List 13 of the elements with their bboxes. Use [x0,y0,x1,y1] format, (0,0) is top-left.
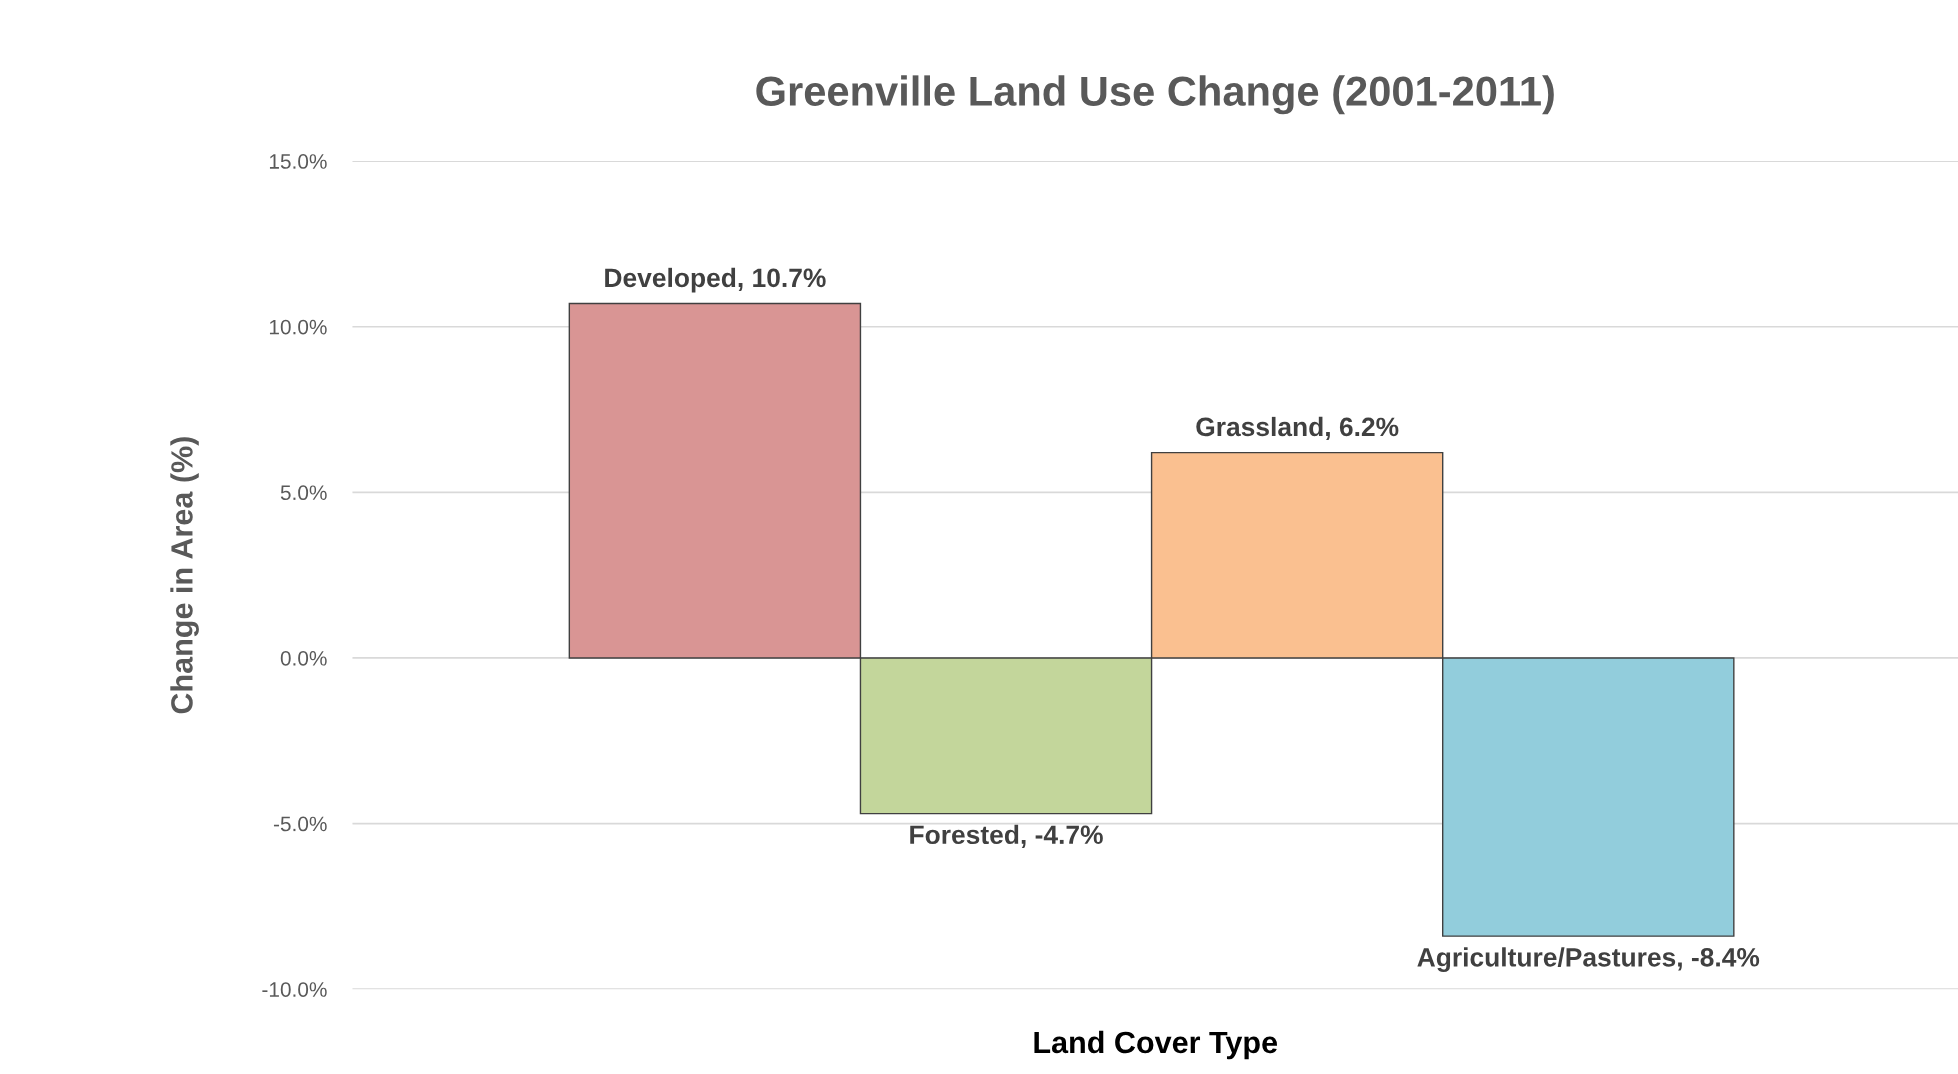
y-tick-label: 0.0% [280,650,327,666]
y-tick-label: -10.0% [262,982,327,997]
data-label: Forested, -4.7% [910,824,1103,848]
y-tick-label: 15.0% [269,154,327,169]
y-tick-label: -5.0% [273,816,327,832]
y-tick-label: 10.0% [269,319,327,335]
y-axis-title: Change in Area (%) [170,437,199,714]
data-label: Grassland, 6.2% [1196,416,1399,441]
y-tick-label: 5.0% [280,485,327,501]
data-label: Agriculture/Pastures, -8.4% [1417,947,1760,972]
data-label: Developed, 10.7% [605,267,826,293]
x-axis-title: Land Cover Type [1034,1030,1278,1060]
chart-title: Greenville Land Use Change (2001-2011) [756,75,1554,115]
